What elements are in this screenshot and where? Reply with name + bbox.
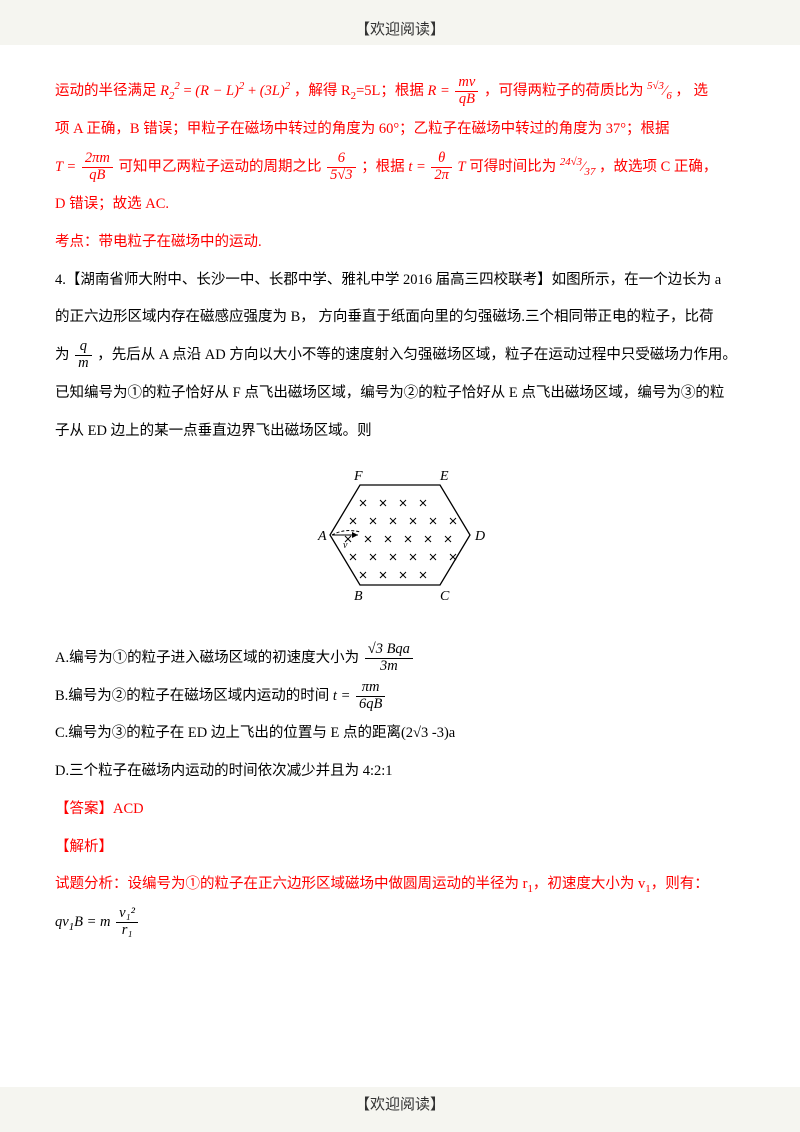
hex-label-a: A [317,529,327,544]
hex-label-b: B [354,589,363,604]
text: 运动的半径满足 [55,83,160,99]
last-equation: qv1B = m v₁²r₁ [55,904,745,942]
hex-label-e: E [439,469,449,484]
question-4-line-2: 的正六边形区域内存在磁感应强度为 B， 方向垂直于纸面向里的匀强磁场.三个相同带… [55,299,745,337]
text: ， 选 [675,83,708,99]
page-header: 【欢迎阅读】 [0,0,800,45]
solution-line-1: 运动的半径满足 R22 = (R − L)2 + (3L)2 ，解得 R2=5L… [55,73,745,111]
frac-opt-b: πm6qB [356,680,385,713]
topic-line: 考点：带电粒子在磁场中的运动. [55,224,745,262]
frac-q-m: qm [75,339,91,372]
question-4-line-5: 子从 ED 边上的某一点垂直边界飞出磁场区域。则 [55,413,745,451]
hex-label-c: C [440,589,450,604]
eq-period: T = 2πmqB [55,149,115,187]
solution-line-4: D 错误；故选 AC. [55,186,745,224]
ratio-6-5r3: 65√3 [327,151,355,184]
option-b: B.编号为②的粒子在磁场区域内运动的时间 t = πm6qB [55,678,745,716]
document-body: 运动的半径满足 R22 = (R − L)2 + (3L)2 ，解得 R2=5L… [55,73,745,942]
option-d: D.三个粒子在磁场内运动的时间依次减少并且为 4:2:1 [55,753,745,791]
eq-t-theta: t = θ2π T [408,149,465,187]
eq-r-mv-qb: R = mvqB [428,73,481,111]
question-4-line-3: 为 qm ，先后从 A 点沿 AD 方向以大小不等的速度射入匀强磁场区域，粒子在… [55,337,745,375]
frac-opt-a: √3 Bqa3m [365,642,413,675]
option-c: C.编号为③的粒子在 ED 边上飞出的位置与 E 点的距离(2√3 -3)a [55,715,745,753]
text: ，可得两粒子的荷质比为 [484,83,647,99]
analysis-text: 试题分析：设编号为①的粒子在正六边形区域磁场中做圆周运动的半径为 r1，初速度大… [55,866,745,904]
hex-label-d: D [474,529,485,544]
question-4-line-1: 4.【湖南省师大附中、长沙一中、长郡中学、雅礼中学 2016 届高三四校联考】如… [55,262,745,300]
text: ，解得 R [294,83,351,99]
hex-label-f: F [353,469,363,484]
answer-label: 【答案】ACD [55,791,745,829]
ratio-24r3-37: 24√3⁄37 [560,149,596,187]
ratio-5r3-6: 5√3⁄6 [647,73,672,111]
option-a: A.编号为①的粒子进入磁场区域的初速度大小为 √3 Bqa3m [55,640,745,678]
solution-line-2: 项 A 正确，B 错误；甲粒子在磁场中转过的角度为 60°；乙粒子在磁场中转过的… [55,111,745,149]
page-footer: 【欢迎阅读】 [0,1087,800,1132]
solution-line-3: T = 2πmqB 可知甲乙两粒子运动的周期之比 65√3 ；根据 t = θ2… [55,149,745,187]
hexagon-figure: A F E D C B [55,460,745,626]
svg-text:v: v [343,540,348,551]
question-4-line-4: 已知编号为①的粒子恰好从 F 点飞出磁场区域，编号为②的粒子恰好从 E 点飞出磁… [55,375,745,413]
eq-r2: R22 = (R − L)2 + (3L)2 [160,73,290,111]
analysis-label: 【解析】 [55,829,745,867]
